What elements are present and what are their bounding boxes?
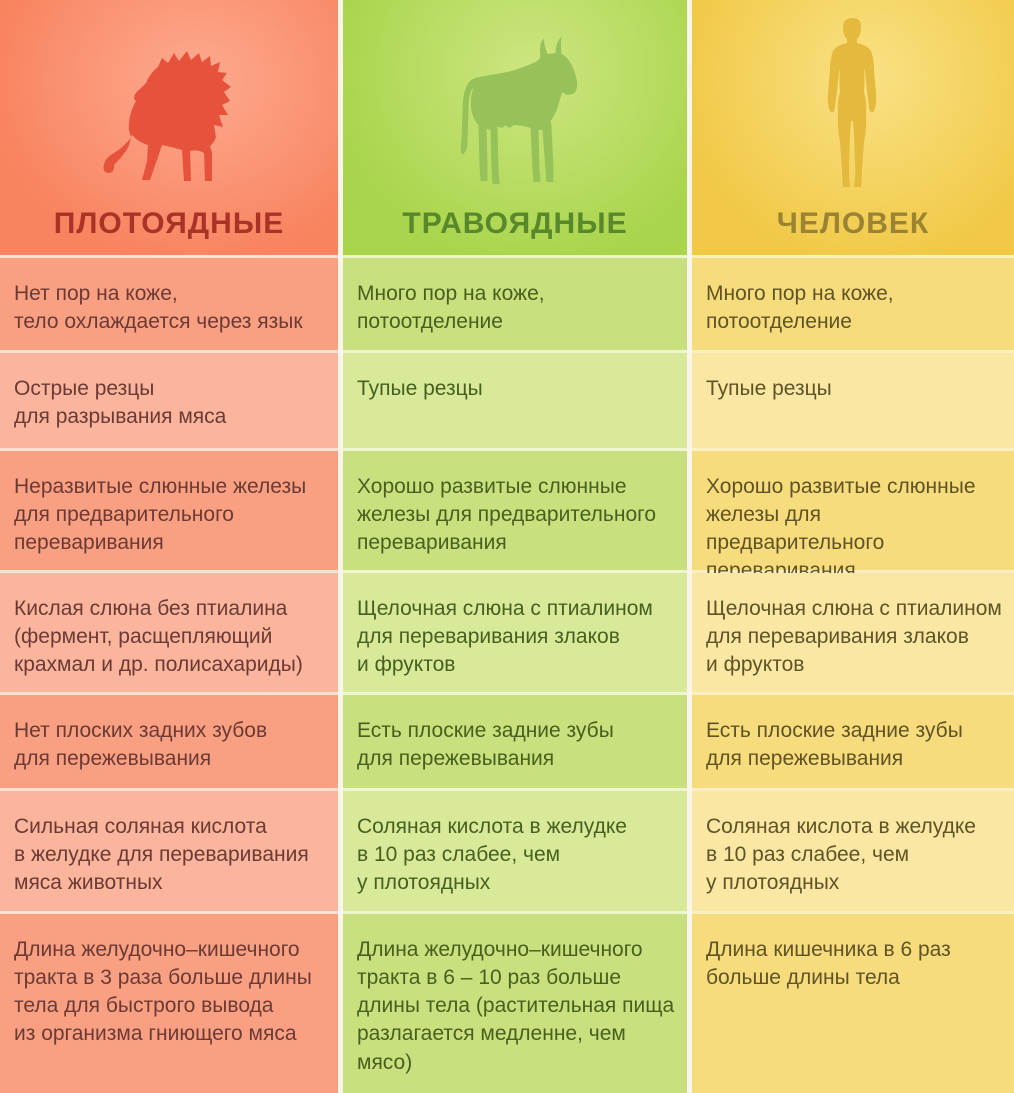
cell-human-row5: Есть плоские задние зубы для пережевыван… [692, 695, 1014, 788]
cell-herbivores-row7: Длина желудочно–кишечного тракта в 6 – 1… [343, 914, 687, 1093]
column-title-human: ЧЕЛОВЕК [776, 207, 930, 240]
cell-herbivores-row2: Тупые резцы [343, 353, 687, 448]
column-title-herbivores: ТРАВОЯДНЫЕ [402, 207, 628, 240]
cell-carnivores-row3: Неразвитые слюнные железы для предварите… [0, 451, 338, 570]
column-header-herbivores: ТРАВОЯДНЫЕ [343, 0, 687, 255]
cell-human-row2: Тупые резцы [692, 353, 1014, 448]
lion-icon [103, 51, 231, 181]
column-human: ЧЕЛОВЕК Много пор на коже, потоотделение… [692, 0, 1014, 1093]
cell-human-row1: Много пор на коже, потоотделение [692, 258, 1014, 350]
cell-human-row7: Длина кишечника в 6 раз больше длины тел… [692, 914, 1014, 1093]
cell-carnivores-row4: Кислая слюна без птиалина (фермент, расщ… [0, 573, 338, 692]
column-header-carnivores: ПЛОТОЯДНЫЕ [0, 0, 338, 255]
cell-carnivores-row2: Острые резцы для разрывания мяса [0, 353, 338, 448]
cell-carnivores-row5: Нет плоских задних зубов для пережевыван… [0, 695, 338, 788]
cell-carnivores-row7: Длина желудочно–кишечного тракта в 3 раз… [0, 914, 338, 1093]
bull-icon [460, 36, 578, 184]
column-herbivores: ТРАВОЯДНЫЕ Много пор на коже, потоотделе… [343, 0, 687, 1093]
column-header-human: ЧЕЛОВЕК [692, 0, 1014, 255]
cell-carnivores-row1: Нет пор на коже, тело охлаждается через … [0, 258, 338, 350]
cell-human-row3: Хорошо развитые слюнные железы для предв… [692, 451, 1014, 582]
person-icon [827, 18, 877, 187]
cell-herbivores-row1: Много пор на коже, потоотделение [343, 258, 687, 350]
cell-herbivores-row4: Щелочная слюна с птиалином для переварив… [343, 573, 687, 692]
cell-herbivores-row6: Соляная кислота в желудке в 10 раз слабе… [343, 791, 687, 911]
cell-human-row6: Соляная кислота в желудке в 10 раз слабе… [692, 791, 1014, 911]
column-title-carnivores: ПЛОТОЯДНЫЕ [53, 207, 285, 240]
cell-human-row4: Щелочная слюна с птиалином для переварив… [692, 573, 1014, 692]
cell-herbivores-row3: Хорошо развитые слюнные железы для предв… [343, 451, 687, 570]
cell-carnivores-row6: Сильная соляная кислота в желудке для пе… [0, 791, 338, 911]
cell-herbivores-row5: Есть плоские задние зубы для пережевыван… [343, 695, 687, 788]
column-carnivores: ПЛОТОЯДНЫЕ Нет пор на коже, тело охлажда… [0, 0, 338, 1093]
